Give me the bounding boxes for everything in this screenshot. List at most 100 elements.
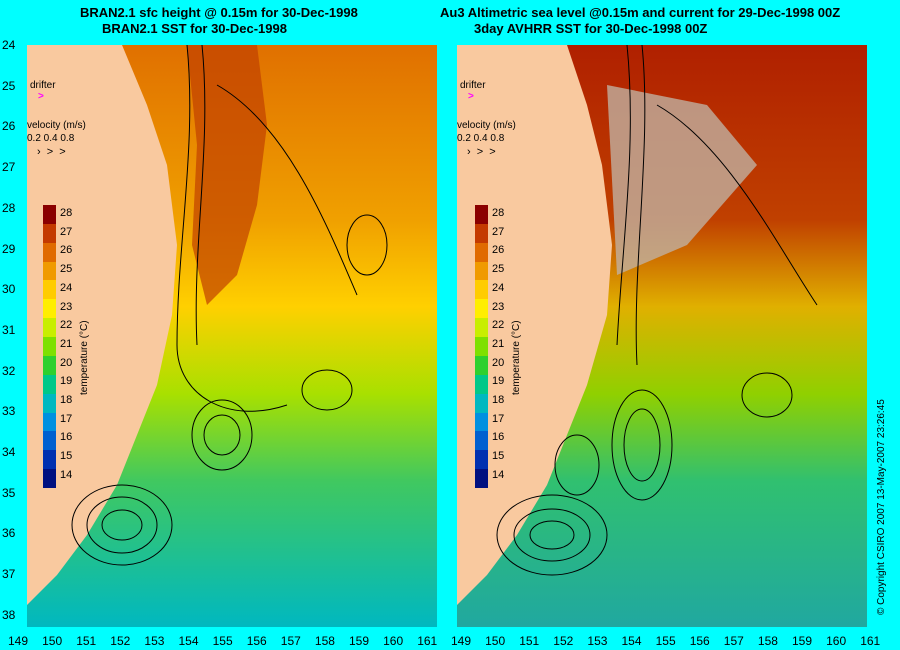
colorbar-tick: 25 [492, 263, 505, 276]
lat-tick: 32 [2, 363, 16, 378]
colorbar-segment [43, 393, 56, 413]
colorbar-segment [43, 355, 56, 375]
left-drifter-marker: > [38, 91, 44, 102]
lon-tick: 151 [519, 634, 540, 648]
colorbar-segment [475, 355, 488, 375]
lon-tick: 160 [826, 634, 847, 648]
colorbar-segment [43, 280, 56, 300]
right-title-line2: 3day AVHRR SST for 30-Dec-1998 00Z [474, 21, 708, 36]
colorbar-tick: 27 [492, 225, 505, 238]
colorbar-tick: 19 [60, 375, 73, 388]
right-colorbar-title: temperature (°C) [511, 320, 522, 395]
lon-tick: 158 [314, 634, 335, 648]
lon-tick: 155 [655, 634, 676, 648]
colorbar-tick: 28 [492, 207, 505, 219]
lat-tick: 38 [2, 607, 16, 622]
lon-tick: 161 [417, 634, 438, 648]
colorbar-segment [475, 469, 488, 488]
colorbar-segment [475, 431, 488, 451]
right-map-panel [457, 45, 867, 627]
left-title-line2: BRAN2.1 SST for 30-Dec-1998 [102, 21, 287, 36]
colorbar-tick: 22 [60, 319, 73, 332]
colorbar-tick: 23 [492, 300, 505, 313]
right-velocity-arrows: › > > [467, 146, 496, 158]
lat-tick: 28 [2, 200, 16, 215]
colorbar-tick: 27 [60, 225, 73, 238]
colorbar-segment [475, 280, 488, 300]
lon-tick: 152 [553, 634, 574, 648]
lon-tick: 156 [689, 634, 710, 648]
right-drifter-label: drifter [460, 80, 486, 91]
colorbar-segment [43, 299, 56, 319]
colorbar-tick: 21 [60, 337, 73, 350]
lon-tick: 152 [110, 634, 131, 648]
right-velocity-scale: 0.2 0.4 0.8 [457, 133, 505, 144]
colorbar-tick: 26 [492, 244, 505, 257]
lat-tick: 26 [2, 119, 16, 134]
colorbar-tick: 25 [60, 263, 73, 276]
lon-tick: 153 [144, 634, 165, 648]
left-colorbar [43, 205, 56, 488]
left-title-line1: BRAN2.1 sfc height @ 0.15m for 30-Dec-19… [80, 5, 358, 20]
left-velocity-scale: 0.2 0.4 0.8 [27, 133, 75, 144]
right-title-line1: Au3 Altimetric sea level @0.15m and curr… [440, 5, 841, 20]
lon-tick: 154 [621, 634, 642, 648]
lon-tick: 159 [349, 634, 370, 648]
colorbar-segment [43, 431, 56, 451]
lon-tick: 150 [485, 634, 506, 648]
lon-tick: 157 [280, 634, 301, 648]
right-drifter-marker: > [468, 91, 474, 102]
left-velocity-arrows: › > > [37, 146, 66, 158]
right-velocity-label: velocity (m/s) [457, 120, 516, 131]
left-sst-map [27, 45, 437, 627]
colorbar-tick: 14 [60, 468, 73, 481]
lon-tick: 161 [860, 634, 881, 648]
colorbar-segment [475, 242, 488, 262]
colorbar-segment [43, 242, 56, 262]
lat-tick: 24 [2, 38, 16, 52]
colorbar-tick: 21 [492, 337, 505, 350]
colorbar-tick: 20 [60, 356, 73, 369]
colorbar-segment [475, 261, 488, 281]
colorbar-tick: 18 [492, 394, 505, 406]
lat-tick: 30 [2, 282, 16, 297]
colorbar-segment [43, 450, 56, 470]
lon-tick: 149 [8, 634, 29, 648]
colorbar-segment [43, 412, 56, 432]
lon-tick: 154 [178, 634, 199, 648]
colorbar-tick: 17 [60, 412, 73, 425]
colorbar-tick: 19 [492, 375, 505, 388]
colorbar-segment [475, 393, 488, 413]
colorbar-tick: 24 [60, 281, 73, 294]
colorbar-segment [43, 469, 56, 488]
colorbar-segment [475, 337, 488, 356]
colorbar-segment [475, 412, 488, 432]
colorbar-tick: 15 [492, 450, 505, 463]
lat-tick: 25 [2, 78, 16, 93]
lon-tick: 149 [451, 634, 472, 648]
lon-tick: 160 [383, 634, 404, 648]
colorbar-segment [475, 450, 488, 470]
colorbar-segment [475, 299, 488, 319]
lat-tick: 37 [2, 567, 16, 582]
left-map-panel [27, 45, 437, 627]
colorbar-tick: 18 [60, 394, 73, 406]
lon-tick: 159 [792, 634, 813, 648]
colorbar-tick: 16 [492, 431, 505, 444]
colorbar-tick: 17 [492, 412, 505, 425]
lat-tick: 35 [2, 485, 16, 500]
lat-tick: 33 [2, 404, 16, 419]
colorbar-segment [43, 261, 56, 281]
colorbar-tick: 20 [492, 356, 505, 369]
lon-tick: 155 [212, 634, 233, 648]
lon-tick: 153 [587, 634, 608, 648]
right-colorbar [475, 205, 488, 488]
lat-tick: 31 [2, 322, 16, 337]
colorbar-segment [43, 205, 56, 224]
colorbar-tick: 24 [492, 281, 505, 294]
colorbar-segment [43, 374, 56, 394]
lat-tick: 27 [2, 160, 16, 175]
colorbar-tick: 28 [60, 207, 73, 219]
left-velocity-label: velocity (m/s) [27, 120, 86, 131]
left-colorbar-title: temperature (°C) [79, 320, 90, 395]
